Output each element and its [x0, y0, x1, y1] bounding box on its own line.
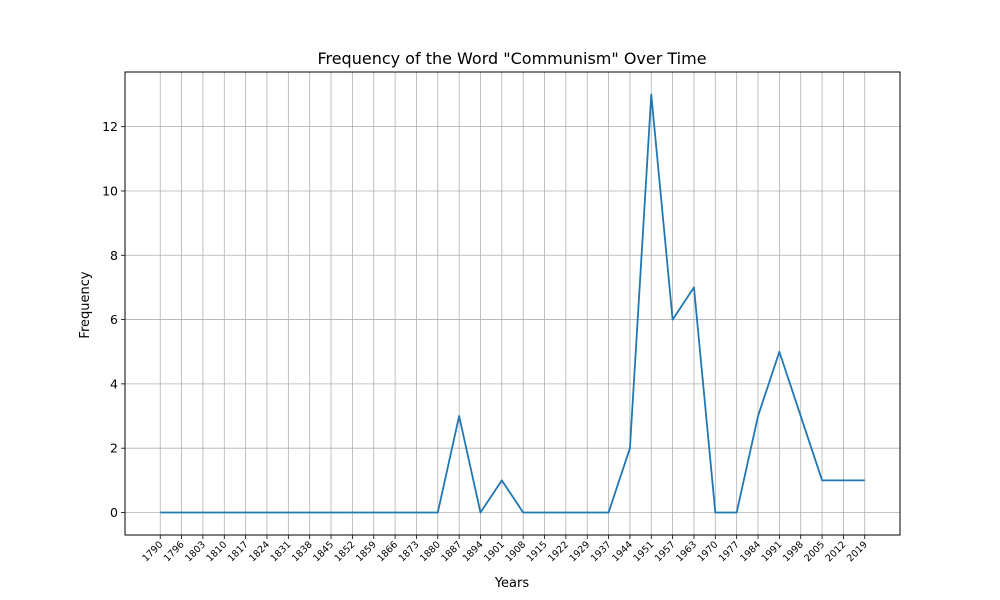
x-tick-label: 1796: [162, 539, 187, 564]
y-tick-label: 6: [110, 312, 118, 327]
y-tick-label: 0: [110, 505, 118, 520]
x-tick-label: 1937: [589, 539, 614, 564]
x-tick-label: 1901: [482, 539, 507, 564]
y-tick-label: 8: [110, 248, 118, 263]
x-tick-label: 2005: [802, 539, 827, 564]
x-tick-label: 1852: [333, 539, 358, 564]
x-tick-label: 1951: [632, 539, 657, 564]
x-tick-label: 1817: [226, 539, 251, 564]
x-tick-label: 1984: [738, 539, 763, 564]
x-axis: 1790179618031810181718241831183818451852…: [140, 535, 870, 564]
y-axis: 0 2 4 6 8 10 12: [102, 119, 125, 520]
x-tick-label: 1859: [354, 539, 379, 564]
x-tick-label: 1957: [653, 539, 678, 564]
series-line-layer: [160, 93, 865, 514]
x-tick-label: 1845: [311, 539, 336, 564]
x-tick-label: 1838: [290, 539, 315, 564]
x-tick-label: 1915: [525, 539, 550, 564]
y-tick-label: 2: [110, 441, 118, 456]
x-tick-label: 1803: [183, 539, 208, 564]
x-axis-label: Years: [494, 576, 530, 591]
chart-title: Frequency of the Word "Communism" Over T…: [317, 49, 706, 68]
series-line: [160, 93, 865, 514]
x-tick-label: 1873: [397, 539, 422, 564]
x-tick-label: 1790: [140, 539, 165, 564]
x-tick-label: 1894: [461, 539, 486, 564]
x-tick-label: 1824: [247, 539, 272, 564]
x-tick-label: 1970: [696, 539, 721, 564]
x-tick-label: 1887: [439, 539, 464, 564]
plot-frame: [124, 71, 901, 536]
x-tick-label: 1831: [269, 539, 294, 564]
x-tick-label: 1880: [418, 539, 443, 564]
y-tick-label: 12: [102, 119, 118, 134]
x-tick-label: 1922: [546, 539, 571, 564]
y-tick-label: 10: [102, 183, 118, 198]
x-tick-label: 1866: [375, 539, 400, 564]
x-tick-label: 1908: [503, 539, 528, 564]
x-tick-label: 1977: [717, 539, 742, 564]
x-tick-label: 1810: [205, 539, 230, 564]
y-tick-label: 4: [110, 376, 118, 391]
x-tick-label: 2019: [845, 539, 870, 564]
x-tick-label: 1929: [567, 539, 592, 564]
x-tick-label: 2012: [824, 539, 849, 564]
x-tick-label: 1944: [610, 539, 635, 564]
x-tick-label: 1963: [674, 539, 699, 564]
x-tick-label: 1991: [760, 539, 785, 564]
grid: [125, 72, 900, 535]
x-tick-label: 1998: [781, 539, 806, 564]
y-axis-label: Frequency: [78, 271, 93, 338]
